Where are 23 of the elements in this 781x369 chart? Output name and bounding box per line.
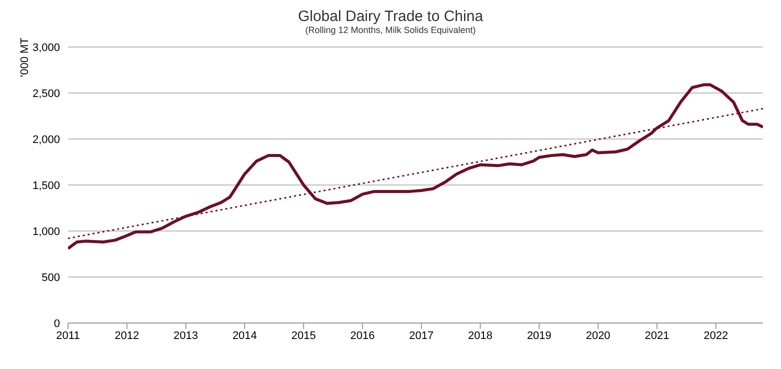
y-tick-label: 3,000 [32, 42, 60, 54]
x-tick-label: 2012 [114, 330, 140, 342]
y-tick-label: 0 [54, 318, 60, 330]
x-tick-label: 2019 [526, 330, 552, 342]
x-tick-label: 2014 [232, 330, 257, 342]
x-tick-label: 2017 [409, 330, 434, 342]
x-tick-label: 2020 [586, 330, 610, 342]
y-tick-label: 2,000 [32, 134, 60, 146]
x-tick-label: 2011 [56, 330, 80, 342]
x-tick-label: 2021 [644, 330, 670, 342]
chart-title: Global Dairy Trade to China [296, 8, 484, 25]
y-axis-title: '000 MT [18, 37, 31, 77]
y-tick-label: 500 [42, 272, 60, 284]
y-tick-label: 1,500 [32, 180, 60, 192]
x-tick-label: 2016 [350, 330, 375, 342]
x-tick-label: 2022 [704, 330, 728, 342]
y-tick-label: 2,500 [32, 88, 60, 100]
chart-subtitle: (Rolling 12 Months, Milk Solids Equivalent) [304, 25, 477, 35]
x-tick-label: 2013 [174, 330, 198, 342]
x-tick-label: 2018 [468, 330, 493, 342]
line-series [68, 83, 763, 250]
x-tick-label: 2015 [291, 330, 316, 342]
y-tick-label: 1,000 [32, 226, 60, 238]
